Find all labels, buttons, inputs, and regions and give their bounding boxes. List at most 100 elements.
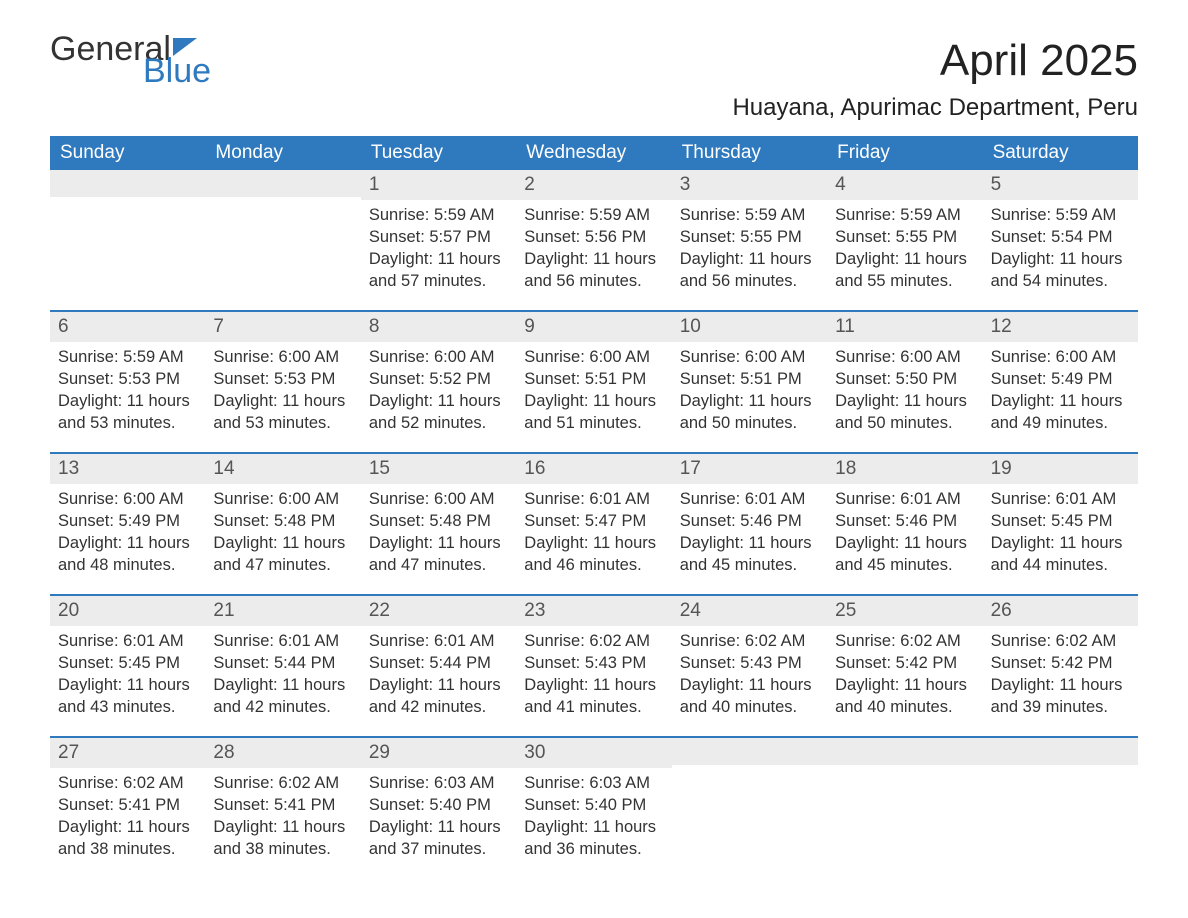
day-cell: 15Sunrise: 6:00 AMSunset: 5:48 PMDayligh… bbox=[361, 454, 516, 594]
day-cell: 19Sunrise: 6:01 AMSunset: 5:45 PMDayligh… bbox=[983, 454, 1138, 594]
page-title: April 2025 bbox=[940, 36, 1138, 86]
day-number: 10 bbox=[672, 312, 827, 342]
day-cell: 18Sunrise: 6:01 AMSunset: 5:46 PMDayligh… bbox=[827, 454, 982, 594]
daylight-text: Daylight: 11 hours and 49 minutes. bbox=[991, 390, 1130, 435]
header-row: General Blue April 2025 bbox=[50, 30, 1138, 86]
calendar-grid: SundayMondayTuesdayWednesdayThursdayFrid… bbox=[50, 136, 1138, 878]
sunset-text: Sunset: 5:49 PM bbox=[58, 510, 197, 532]
day-number: 3 bbox=[672, 170, 827, 200]
location-subtitle: Huayana, Apurimac Department, Peru bbox=[50, 94, 1138, 122]
daylight-text: Daylight: 11 hours and 38 minutes. bbox=[58, 816, 197, 861]
sunrise-text: Sunrise: 5:59 AM bbox=[680, 204, 819, 226]
calendar-page: General Blue April 2025 Huayana, Apurima… bbox=[0, 0, 1188, 918]
daylight-text: Daylight: 11 hours and 54 minutes. bbox=[991, 248, 1130, 293]
daylight-text: Daylight: 11 hours and 41 minutes. bbox=[524, 674, 663, 719]
day-number: 23 bbox=[516, 596, 671, 626]
day-number: 22 bbox=[361, 596, 516, 626]
day-cell: 1Sunrise: 5:59 AMSunset: 5:57 PMDaylight… bbox=[361, 170, 516, 310]
daylight-text: Daylight: 11 hours and 42 minutes. bbox=[213, 674, 352, 719]
day-number: 6 bbox=[50, 312, 205, 342]
sunset-text: Sunset: 5:54 PM bbox=[991, 226, 1130, 248]
sunrise-text: Sunrise: 5:59 AM bbox=[991, 204, 1130, 226]
weekday-header: Friday bbox=[827, 136, 982, 170]
day-cell bbox=[50, 170, 205, 310]
sunset-text: Sunset: 5:48 PM bbox=[213, 510, 352, 532]
sunrise-text: Sunrise: 6:01 AM bbox=[835, 488, 974, 510]
daylight-text: Daylight: 11 hours and 38 minutes. bbox=[213, 816, 352, 861]
sunrise-text: Sunrise: 6:00 AM bbox=[369, 488, 508, 510]
day-cell: 17Sunrise: 6:01 AMSunset: 5:46 PMDayligh… bbox=[672, 454, 827, 594]
day-cell: 4Sunrise: 5:59 AMSunset: 5:55 PMDaylight… bbox=[827, 170, 982, 310]
sunset-text: Sunset: 5:57 PM bbox=[369, 226, 508, 248]
day-cell: 5 Sunrise: 5:59 AMSunset: 5:54 PMDaylight… bbox=[983, 170, 1138, 310]
sunset-text: Sunset: 5:51 PM bbox=[524, 368, 663, 390]
day-number: 26 bbox=[983, 596, 1138, 626]
sunset-text: Sunset: 5:44 PM bbox=[369, 652, 508, 674]
sunset-text: Sunset: 5:42 PM bbox=[991, 652, 1130, 674]
sunset-text: Sunset: 5:49 PM bbox=[991, 368, 1130, 390]
day-number: 27 bbox=[50, 738, 205, 768]
day-cell: 11Sunrise: 6:00 AMSunset: 5:50 PMDayligh… bbox=[827, 312, 982, 452]
sunset-text: Sunset: 5:53 PM bbox=[213, 368, 352, 390]
sunrise-text: Sunrise: 6:02 AM bbox=[58, 772, 197, 794]
day-number: 2 bbox=[516, 170, 671, 200]
sunrise-text: Sunrise: 6:03 AM bbox=[369, 772, 508, 794]
week-row: 13Sunrise: 6:00 AMSunset: 5:49 PMDayligh… bbox=[50, 452, 1138, 594]
sunset-text: Sunset: 5:52 PM bbox=[369, 368, 508, 390]
sunrise-text: Sunrise: 6:01 AM bbox=[524, 488, 663, 510]
week-row: 27Sunrise: 6:02 AMSunset: 5:41 PMDayligh… bbox=[50, 736, 1138, 878]
daylight-text: Daylight: 11 hours and 45 minutes. bbox=[835, 532, 974, 577]
sunrise-text: Sunrise: 5:59 AM bbox=[58, 346, 197, 368]
sunset-text: Sunset: 5:48 PM bbox=[369, 510, 508, 532]
sunrise-text: Sunrise: 6:01 AM bbox=[369, 630, 508, 652]
daylight-text: Daylight: 11 hours and 40 minutes. bbox=[835, 674, 974, 719]
daylight-text: Daylight: 11 hours and 42 minutes. bbox=[369, 674, 508, 719]
sunrise-text: Sunrise: 5:59 AM bbox=[369, 204, 508, 226]
sunset-text: Sunset: 5:46 PM bbox=[835, 510, 974, 532]
day-number: 7 bbox=[205, 312, 360, 342]
weekday-header: Thursday bbox=[672, 136, 827, 170]
day-cell bbox=[205, 170, 360, 310]
day-number: 14 bbox=[205, 454, 360, 484]
day-cell: 7Sunrise: 6:00 AMSunset: 5:53 PMDaylight… bbox=[205, 312, 360, 452]
weeks-container: 1Sunrise: 5:59 AMSunset: 5:57 PMDaylight… bbox=[50, 170, 1138, 878]
daylight-text: Daylight: 11 hours and 45 minutes. bbox=[680, 532, 819, 577]
daylight-text: Daylight: 11 hours and 50 minutes. bbox=[680, 390, 819, 435]
day-cell: 14Sunrise: 6:00 AMSunset: 5:48 PMDayligh… bbox=[205, 454, 360, 594]
day-number: 12 bbox=[983, 312, 1138, 342]
day-cell: 10Sunrise: 6:00 AMSunset: 5:51 PMDayligh… bbox=[672, 312, 827, 452]
day-cell: 3Sunrise: 5:59 AMSunset: 5:55 PMDaylight… bbox=[672, 170, 827, 310]
day-cell: 27Sunrise: 6:02 AMSunset: 5:41 PMDayligh… bbox=[50, 738, 205, 878]
sunset-text: Sunset: 5:41 PM bbox=[213, 794, 352, 816]
sunrise-text: Sunrise: 6:03 AM bbox=[524, 772, 663, 794]
sunset-text: Sunset: 5:53 PM bbox=[58, 368, 197, 390]
sunset-text: Sunset: 5:45 PM bbox=[991, 510, 1130, 532]
week-row: 1Sunrise: 5:59 AMSunset: 5:57 PMDaylight… bbox=[50, 170, 1138, 310]
day-cell: 16Sunrise: 6:01 AMSunset: 5:47 PMDayligh… bbox=[516, 454, 671, 594]
day-number: 5 bbox=[983, 170, 1138, 200]
day-number: 4 bbox=[827, 170, 982, 200]
brand-logo: General Blue bbox=[50, 30, 271, 69]
daylight-text: Daylight: 11 hours and 46 minutes. bbox=[524, 532, 663, 577]
day-cell: 29Sunrise: 6:03 AMSunset: 5:40 PMDayligh… bbox=[361, 738, 516, 878]
day-number: 19 bbox=[983, 454, 1138, 484]
daylight-text: Daylight: 11 hours and 44 minutes. bbox=[991, 532, 1130, 577]
sunrise-text: Sunrise: 6:00 AM bbox=[213, 488, 352, 510]
day-number: 29 bbox=[361, 738, 516, 768]
daylight-text: Daylight: 11 hours and 55 minutes. bbox=[835, 248, 974, 293]
daylight-text: Daylight: 11 hours and 48 minutes. bbox=[58, 532, 197, 577]
sunrise-text: Sunrise: 6:01 AM bbox=[58, 630, 197, 652]
sunrise-text: Sunrise: 6:00 AM bbox=[524, 346, 663, 368]
sunset-text: Sunset: 5:51 PM bbox=[680, 368, 819, 390]
day-cell: 6Sunrise: 5:59 AMSunset: 5:53 PMDaylight… bbox=[50, 312, 205, 452]
day-number bbox=[672, 738, 827, 765]
sunset-text: Sunset: 5:47 PM bbox=[524, 510, 663, 532]
daylight-text: Daylight: 11 hours and 51 minutes. bbox=[524, 390, 663, 435]
day-cell: 26Sunrise: 6:02 AMSunset: 5:42 PMDayligh… bbox=[983, 596, 1138, 736]
day-cell: 8Sunrise: 6:00 AMSunset: 5:52 PMDaylight… bbox=[361, 312, 516, 452]
daylight-text: Daylight: 11 hours and 56 minutes. bbox=[680, 248, 819, 293]
day-cell: 21Sunrise: 6:01 AMSunset: 5:44 PMDayligh… bbox=[205, 596, 360, 736]
day-cell: 13Sunrise: 6:00 AMSunset: 5:49 PMDayligh… bbox=[50, 454, 205, 594]
week-row: 20Sunrise: 6:01 AMSunset: 5:45 PMDayligh… bbox=[50, 594, 1138, 736]
day-cell: 20Sunrise: 6:01 AMSunset: 5:45 PMDayligh… bbox=[50, 596, 205, 736]
